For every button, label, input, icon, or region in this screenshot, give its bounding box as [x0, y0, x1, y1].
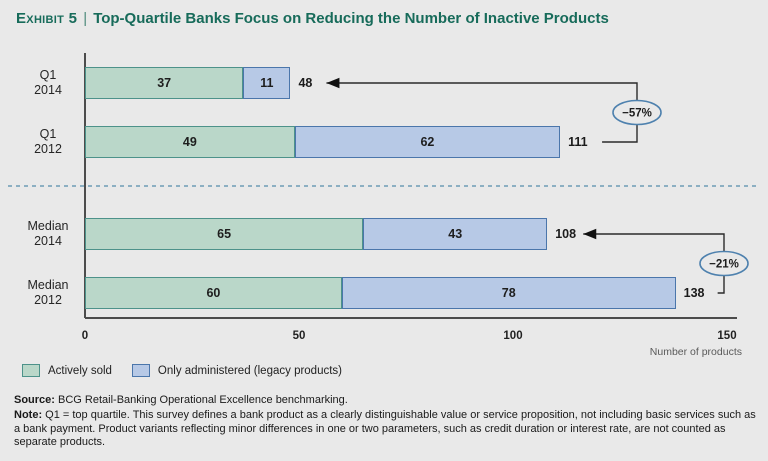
source-label: Source: — [14, 394, 55, 406]
total-label: 138 — [683, 286, 705, 300]
x-tick-label: 100 — [503, 330, 523, 342]
exhibit-title: Exhibit 5 | Top-Quartile Banks Focus on Re… — [16, 10, 609, 27]
segment-value: 65 — [217, 227, 232, 241]
note-line: Note: Q1 = top quartile. This survey def… — [14, 409, 756, 450]
segment-value: 49 — [182, 135, 197, 149]
bar-segment-only-administered: 62 — [294, 126, 561, 158]
bar-segment-only-administered: 78 — [341, 277, 676, 309]
x-tick-label: 150 — [717, 330, 737, 342]
row-label: Median 2014 — [27, 219, 69, 248]
bar-segment-only-administered: 43 — [363, 218, 548, 250]
legend-swatch-actively-sold — [22, 364, 40, 377]
exhibit-number: Exhibit 5 — [16, 10, 78, 27]
segment-value: 37 — [157, 76, 172, 90]
percent-change-oval: −57% — [612, 99, 662, 126]
row-label: Median 2012 — [27, 278, 69, 307]
bar-segment-actively-sold: 60 — [85, 277, 342, 309]
legend-swatch-only-administered — [131, 364, 150, 377]
bar-segment-actively-sold: 65 — [85, 218, 364, 250]
segment-value: 78 — [501, 286, 516, 300]
segment-value: 62 — [420, 135, 435, 149]
x-axis-title: Number of products — [649, 346, 742, 358]
bar-segment-actively-sold: 49 — [85, 126, 295, 158]
x-tick-label: 50 — [292, 330, 306, 342]
title-text: Top-Quartile Banks Focus on Reducing the… — [93, 10, 609, 27]
legend-label-only-administered: Only administered (legacy products) — [157, 364, 343, 377]
bar-segment-only-administered: 11 — [243, 67, 291, 99]
note-label: Note: — [14, 408, 43, 421]
row-label: Q1 2012 — [34, 127, 62, 156]
title-separator: | — [83, 10, 88, 27]
row-label: Q1 2014 — [34, 68, 62, 97]
segment-value: 43 — [448, 227, 463, 241]
percent-change-label: −57% — [622, 108, 652, 120]
legend: Actively sold Only administered (legacy … — [22, 364, 342, 377]
source-text: BCG Retail-Banking Operational Excellenc… — [54, 394, 348, 406]
segment-value: 11 — [260, 76, 274, 90]
legend-label-actively-sold: Actively sold — [48, 364, 112, 377]
total-label: 111 — [568, 135, 588, 149]
footnotes: Source: BCG Retail-Banking Operational E… — [14, 394, 756, 451]
source-line: Source: BCG Retail-Banking Operational E… — [14, 394, 756, 408]
total-label: 48 — [298, 76, 313, 90]
total-label: 108 — [555, 227, 577, 241]
bar-segment-actively-sold: 37 — [85, 67, 244, 99]
segment-value: 60 — [206, 286, 221, 300]
percent-change-oval: −21% — [699, 250, 749, 277]
note-text: Q1 = top quartile. This survey defines a… — [14, 408, 756, 449]
x-tick-label: 0 — [81, 330, 89, 342]
percent-change-label: −21% — [709, 259, 739, 271]
